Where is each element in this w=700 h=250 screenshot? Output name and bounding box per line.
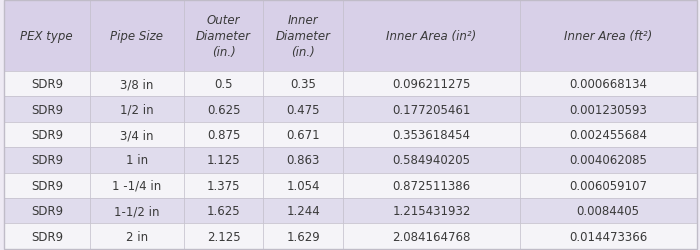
Text: 2.084164768: 2.084164768 xyxy=(392,230,470,242)
Bar xyxy=(343,97,520,122)
Text: 1 -1/4 in: 1 -1/4 in xyxy=(112,179,162,192)
Text: PEX type: PEX type xyxy=(20,30,73,43)
Text: 0.5: 0.5 xyxy=(214,78,233,91)
Bar xyxy=(343,224,520,249)
Text: 1.054: 1.054 xyxy=(286,179,320,192)
Bar xyxy=(90,1,183,72)
Text: 0.35: 0.35 xyxy=(290,78,316,91)
Bar xyxy=(4,97,90,122)
Bar xyxy=(90,72,183,97)
Bar xyxy=(183,198,263,224)
Bar xyxy=(183,1,263,72)
Text: 0.177205461: 0.177205461 xyxy=(392,103,470,116)
Text: SDR9: SDR9 xyxy=(31,128,63,141)
Text: 0.004062085: 0.004062085 xyxy=(569,154,647,167)
Text: 1.629: 1.629 xyxy=(286,230,320,242)
Bar xyxy=(183,97,263,122)
Text: 0.625: 0.625 xyxy=(206,103,240,116)
Text: SDR9: SDR9 xyxy=(31,154,63,167)
Bar xyxy=(520,148,696,173)
Bar xyxy=(4,224,90,249)
Bar xyxy=(90,122,183,148)
Text: Inner Area (ft²): Inner Area (ft²) xyxy=(564,30,652,43)
Text: 0.000668134: 0.000668134 xyxy=(569,78,647,91)
Text: 1.625: 1.625 xyxy=(206,204,240,217)
Text: 2.125: 2.125 xyxy=(206,230,240,242)
Text: 1.125: 1.125 xyxy=(206,154,240,167)
Bar xyxy=(90,198,183,224)
Text: 0.475: 0.475 xyxy=(286,103,320,116)
Text: 0.584940205: 0.584940205 xyxy=(393,154,470,167)
Bar xyxy=(263,148,343,173)
Bar xyxy=(343,1,520,72)
Bar xyxy=(4,198,90,224)
Bar xyxy=(263,122,343,148)
Bar xyxy=(263,173,343,198)
Text: 2 in: 2 in xyxy=(126,230,148,242)
Bar xyxy=(343,198,520,224)
Bar xyxy=(183,122,263,148)
Text: Pipe Size: Pipe Size xyxy=(111,30,163,43)
Bar xyxy=(90,148,183,173)
Text: 0.014473366: 0.014473366 xyxy=(569,230,648,242)
Bar xyxy=(263,1,343,72)
Text: 0.001230593: 0.001230593 xyxy=(569,103,647,116)
Text: SDR9: SDR9 xyxy=(31,78,63,91)
Text: 1.244: 1.244 xyxy=(286,204,320,217)
Bar xyxy=(4,1,90,72)
Bar xyxy=(183,173,263,198)
Text: Inner
Diameter
(in.): Inner Diameter (in.) xyxy=(276,14,330,59)
Text: 1/2 in: 1/2 in xyxy=(120,103,154,116)
Text: 0.671: 0.671 xyxy=(286,128,320,141)
Text: 1 in: 1 in xyxy=(126,154,148,167)
Text: SDR9: SDR9 xyxy=(31,230,63,242)
Bar xyxy=(520,224,696,249)
Text: 1.375: 1.375 xyxy=(206,179,240,192)
Bar xyxy=(263,198,343,224)
Bar xyxy=(90,224,183,249)
Bar xyxy=(90,173,183,198)
Bar xyxy=(520,198,696,224)
Bar xyxy=(4,148,90,173)
Text: 0.872511386: 0.872511386 xyxy=(393,179,470,192)
Bar xyxy=(183,148,263,173)
Bar xyxy=(183,224,263,249)
Bar xyxy=(4,72,90,97)
Text: 0.006059107: 0.006059107 xyxy=(569,179,647,192)
Text: 0.863: 0.863 xyxy=(286,154,320,167)
Text: 0.875: 0.875 xyxy=(206,128,240,141)
Bar xyxy=(343,148,520,173)
Bar xyxy=(4,173,90,198)
Bar xyxy=(520,1,696,72)
Bar xyxy=(183,72,263,97)
Bar xyxy=(343,122,520,148)
Bar xyxy=(520,122,696,148)
Bar xyxy=(520,97,696,122)
Text: 0.096211275: 0.096211275 xyxy=(392,78,470,91)
Text: SDR9: SDR9 xyxy=(31,204,63,217)
Bar xyxy=(343,173,520,198)
Text: 1.215431932: 1.215431932 xyxy=(392,204,470,217)
Text: 1-1/2 in: 1-1/2 in xyxy=(114,204,160,217)
Bar xyxy=(263,224,343,249)
Text: 3/8 in: 3/8 in xyxy=(120,78,153,91)
Bar xyxy=(520,72,696,97)
Text: SDR9: SDR9 xyxy=(31,103,63,116)
Text: Inner Area (in²): Inner Area (in²) xyxy=(386,30,477,43)
Text: 3/4 in: 3/4 in xyxy=(120,128,154,141)
Text: SDR9: SDR9 xyxy=(31,179,63,192)
Text: 0.353618454: 0.353618454 xyxy=(393,128,470,141)
Text: Outer
Diameter
(in.): Outer Diameter (in.) xyxy=(196,14,251,59)
Text: 0.0084405: 0.0084405 xyxy=(577,204,640,217)
Bar xyxy=(520,173,696,198)
Bar xyxy=(4,122,90,148)
Text: 0.002455684: 0.002455684 xyxy=(569,128,647,141)
Bar xyxy=(343,72,520,97)
Bar xyxy=(90,97,183,122)
Bar xyxy=(263,97,343,122)
Bar xyxy=(263,72,343,97)
